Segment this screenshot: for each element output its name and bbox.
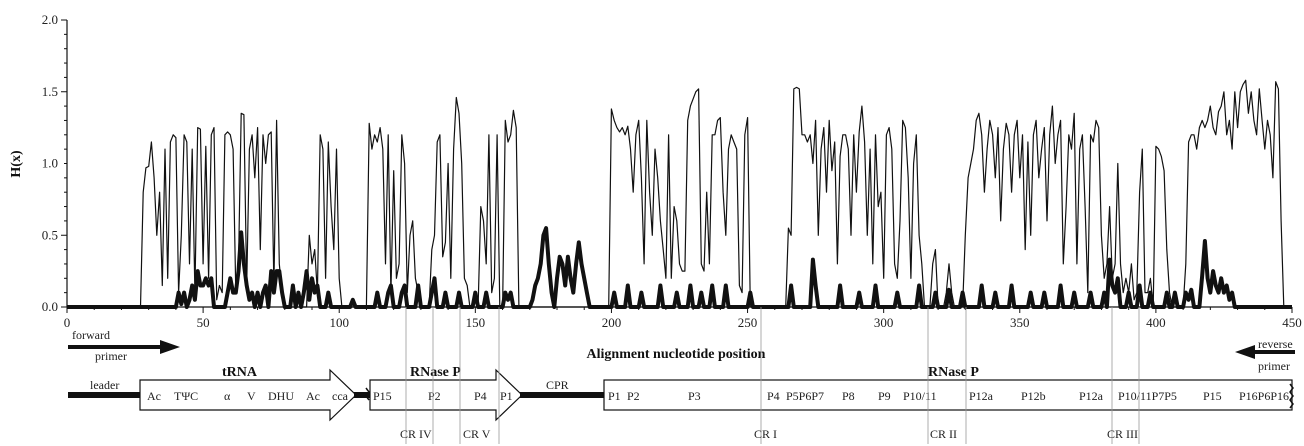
x-tick-label: 50: [197, 315, 210, 330]
rnasep2-part: P9: [878, 389, 891, 403]
rnasep2-part: P12a: [969, 389, 994, 403]
rnasep1-arrow-shape: [369, 368, 523, 422]
rnasep1-title: RNase P: [410, 365, 461, 380]
forward-primer-arrow: [68, 340, 180, 354]
rnasep2-part: P4: [767, 389, 780, 403]
rnasep2-box: [603, 379, 1293, 411]
rnasep2-part: P8: [842, 389, 855, 403]
conserved-region-label: CR V: [463, 427, 491, 441]
rnasep2-part: P16P6P16: [1239, 389, 1289, 403]
trna-part: Ac: [306, 389, 320, 403]
break-mark: [365, 387, 370, 401]
leader-bar: [68, 392, 140, 398]
x-tick-label: 0: [64, 315, 71, 330]
x-tick-label: 400: [1146, 315, 1166, 330]
break-mark: [1289, 383, 1294, 409]
forward-primer-label-line2: primer: [95, 349, 127, 363]
conserved-region-label: CR II: [930, 427, 957, 441]
trna-part: TΨC: [174, 389, 198, 403]
y-tick-label: 2.0: [42, 12, 58, 27]
x-tick-label: 200: [602, 315, 622, 330]
trna-part: cca: [332, 389, 349, 403]
rnasep1-part: P15: [373, 389, 392, 403]
conserved-region-label: CR III: [1107, 427, 1138, 441]
series-line-thin: [67, 79, 1285, 308]
conserved-region-label: CR I: [754, 427, 777, 441]
rnasep2-part: P1: [608, 389, 621, 403]
rnasep2-part: P10/11: [903, 389, 937, 403]
x-tick-label: 150: [466, 315, 486, 330]
trna-arrow-shape: [139, 368, 357, 422]
linker-bar: [354, 392, 370, 398]
rnasep1-part: P4: [474, 389, 487, 403]
forward-primer-label-line1: forward: [72, 328, 110, 342]
reverse-primer: reverse primer: [1235, 337, 1295, 373]
rnasep2-part: P5P6P7: [786, 389, 824, 403]
rnasep2-part: P12a: [1079, 389, 1104, 403]
rnasep2-part: P2: [627, 389, 640, 403]
y-axis-label: H(x): [9, 150, 24, 178]
y-tick-label: 1.0: [42, 156, 58, 171]
gene-map: leader tRNA Ac TΨC α V DHU Ac cca RNase …: [68, 365, 1294, 422]
cpr-bar: [520, 392, 606, 398]
reverse-primer-arrow: [1235, 345, 1295, 359]
x-axis-label: Alignment nucleotide position: [587, 347, 766, 362]
x-tick-label: 100: [329, 315, 349, 330]
x-tick-label: 300: [874, 315, 894, 330]
x-tick-label: 350: [1010, 315, 1030, 330]
rnasep2-part: P12b: [1021, 389, 1046, 403]
trna-part: DHU: [268, 389, 294, 403]
y-tick-label: 0.5: [42, 227, 58, 242]
trna-title: tRNA: [222, 365, 258, 380]
rnasep2-title: RNase P: [928, 365, 979, 380]
forward-primer: forward primer: [68, 328, 180, 363]
reverse-primer-label-line2: primer: [1258, 359, 1290, 373]
conserved-region-guides: [405, 307, 1140, 444]
cpr-label: CPR: [546, 378, 569, 392]
y-tick-label: 0.0: [42, 299, 58, 314]
rnasep1-part: P2: [428, 389, 441, 403]
rnasep2-part: P10/11P7P5: [1118, 389, 1177, 403]
conserved-region-label: CR IV: [400, 427, 432, 441]
leader-label: leader: [90, 378, 119, 392]
trna-part: V: [247, 389, 256, 403]
series-line-thick: [67, 226, 1292, 309]
trna-part: α: [224, 389, 231, 403]
x-tick-label: 250: [738, 315, 758, 330]
x-tick-label: 450: [1282, 315, 1302, 330]
rnasep1-part: P1: [500, 389, 513, 403]
trna-part: Ac: [147, 389, 161, 403]
reverse-primer-label-line1: reverse: [1258, 337, 1293, 351]
rnasep2-part: P3: [688, 389, 701, 403]
plot-area: 0.0 0.5 1.0 1.5 2.0 0 50 100 150 200 250 300 350 400 4…: [42, 12, 1302, 330]
rnasep2-part: P15: [1203, 389, 1222, 403]
y-tick-label: 1.5: [42, 84, 58, 99]
